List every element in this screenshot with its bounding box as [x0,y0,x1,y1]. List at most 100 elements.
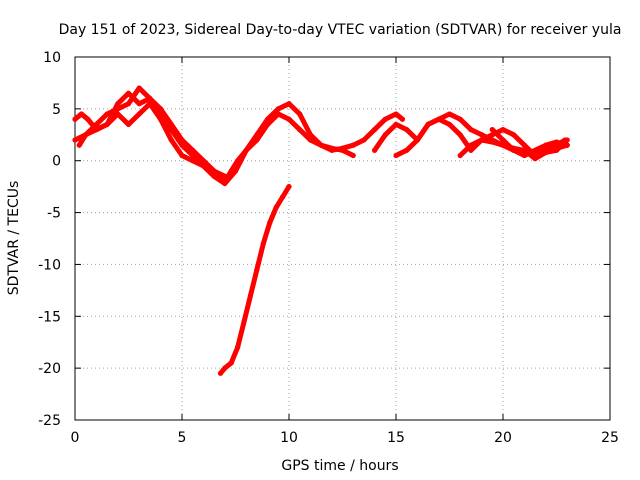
data-point [260,241,266,247]
data-point [232,168,239,174]
data-point [217,370,224,376]
data-point [361,137,367,143]
data-series [72,85,570,376]
data-point [190,152,196,159]
series-track-h [489,127,570,159]
data-point [254,267,260,273]
data-point [147,101,153,107]
y-tick-label: 10 [43,50,61,66]
data-point [115,111,121,117]
series-track-b [72,85,356,187]
data-point [457,152,463,159]
data-point [489,139,495,145]
data-point [564,142,570,148]
data-point [222,365,228,371]
data-point [372,127,378,133]
data-point [500,137,506,143]
data-point [511,132,517,138]
data-point [350,152,356,159]
data-point [404,147,410,153]
x-tick-label: 0 [71,430,80,446]
data-point [553,147,560,153]
data-point [414,137,420,143]
series-line [72,90,405,184]
data-point [273,204,279,210]
data-point [279,194,286,200]
x-tick-label: 15 [387,430,405,446]
data-point [329,145,335,151]
data-point [104,111,110,117]
data-point [468,142,474,148]
data-point [78,111,85,117]
data-point [158,116,164,122]
data-point [500,127,506,133]
data-point [425,121,431,128]
data-point [72,137,78,143]
data-point [318,142,324,148]
data-point [532,156,538,162]
data-point [286,116,292,122]
data-point [479,137,485,143]
data-point [83,132,89,138]
data-point [115,106,121,112]
data-point [286,101,292,107]
data-point [393,111,399,117]
series-line [218,184,292,376]
data-point [76,142,82,148]
y-axis-title: SDTVAR / TECUs [6,181,22,296]
data-point [72,116,78,122]
data-point [93,121,99,128]
data-point [382,132,388,138]
data-point [489,127,495,133]
plot-frame [74,56,611,421]
data-point [254,137,260,143]
data-point [521,142,528,148]
axis-ticks: 0 5 10 15 20 25 10 5 0 -5 -10 -15 -20 -25 [38,50,619,446]
data-point [399,116,406,122]
data-point [511,147,517,153]
y-tick-label: 5 [52,102,61,118]
y-tick-label: 0 [52,154,61,170]
data-point [125,121,132,128]
data-point [297,127,303,133]
data-point [286,184,292,190]
x-tick-label: 5 [178,430,187,446]
x-tick-label: 20 [494,430,512,446]
data-point [446,121,453,128]
data-point [521,147,528,153]
data-point [382,116,388,122]
data-point [243,147,249,153]
data-point [115,101,121,107]
data-point [179,142,185,148]
data-point [147,95,153,102]
data-point [265,121,271,128]
series-track-f [393,116,568,159]
data-point [125,101,132,107]
data-point [211,168,217,174]
data-point [307,137,313,143]
series-track-c [76,101,228,179]
data-point [211,173,217,179]
data-point [228,360,234,366]
data-point [457,116,463,122]
data-point [350,142,356,148]
data-point [297,111,303,117]
data-point [479,132,485,138]
data-point [241,318,247,325]
data-point [468,127,474,133]
x-axis-title: GPS time / hours [281,458,398,474]
data-point [104,121,110,128]
data-point [247,292,254,299]
y-tick-label: -20 [38,361,61,377]
y-tick-label: -10 [38,257,61,273]
data-point [404,127,410,133]
data-point [168,127,174,133]
data-point [393,121,399,128]
data-point [190,158,196,164]
x-tick-label: 10 [280,430,298,446]
data-point [553,139,560,145]
y-tick-label: -25 [38,413,61,429]
data-point [200,163,206,169]
data-point [339,147,346,153]
